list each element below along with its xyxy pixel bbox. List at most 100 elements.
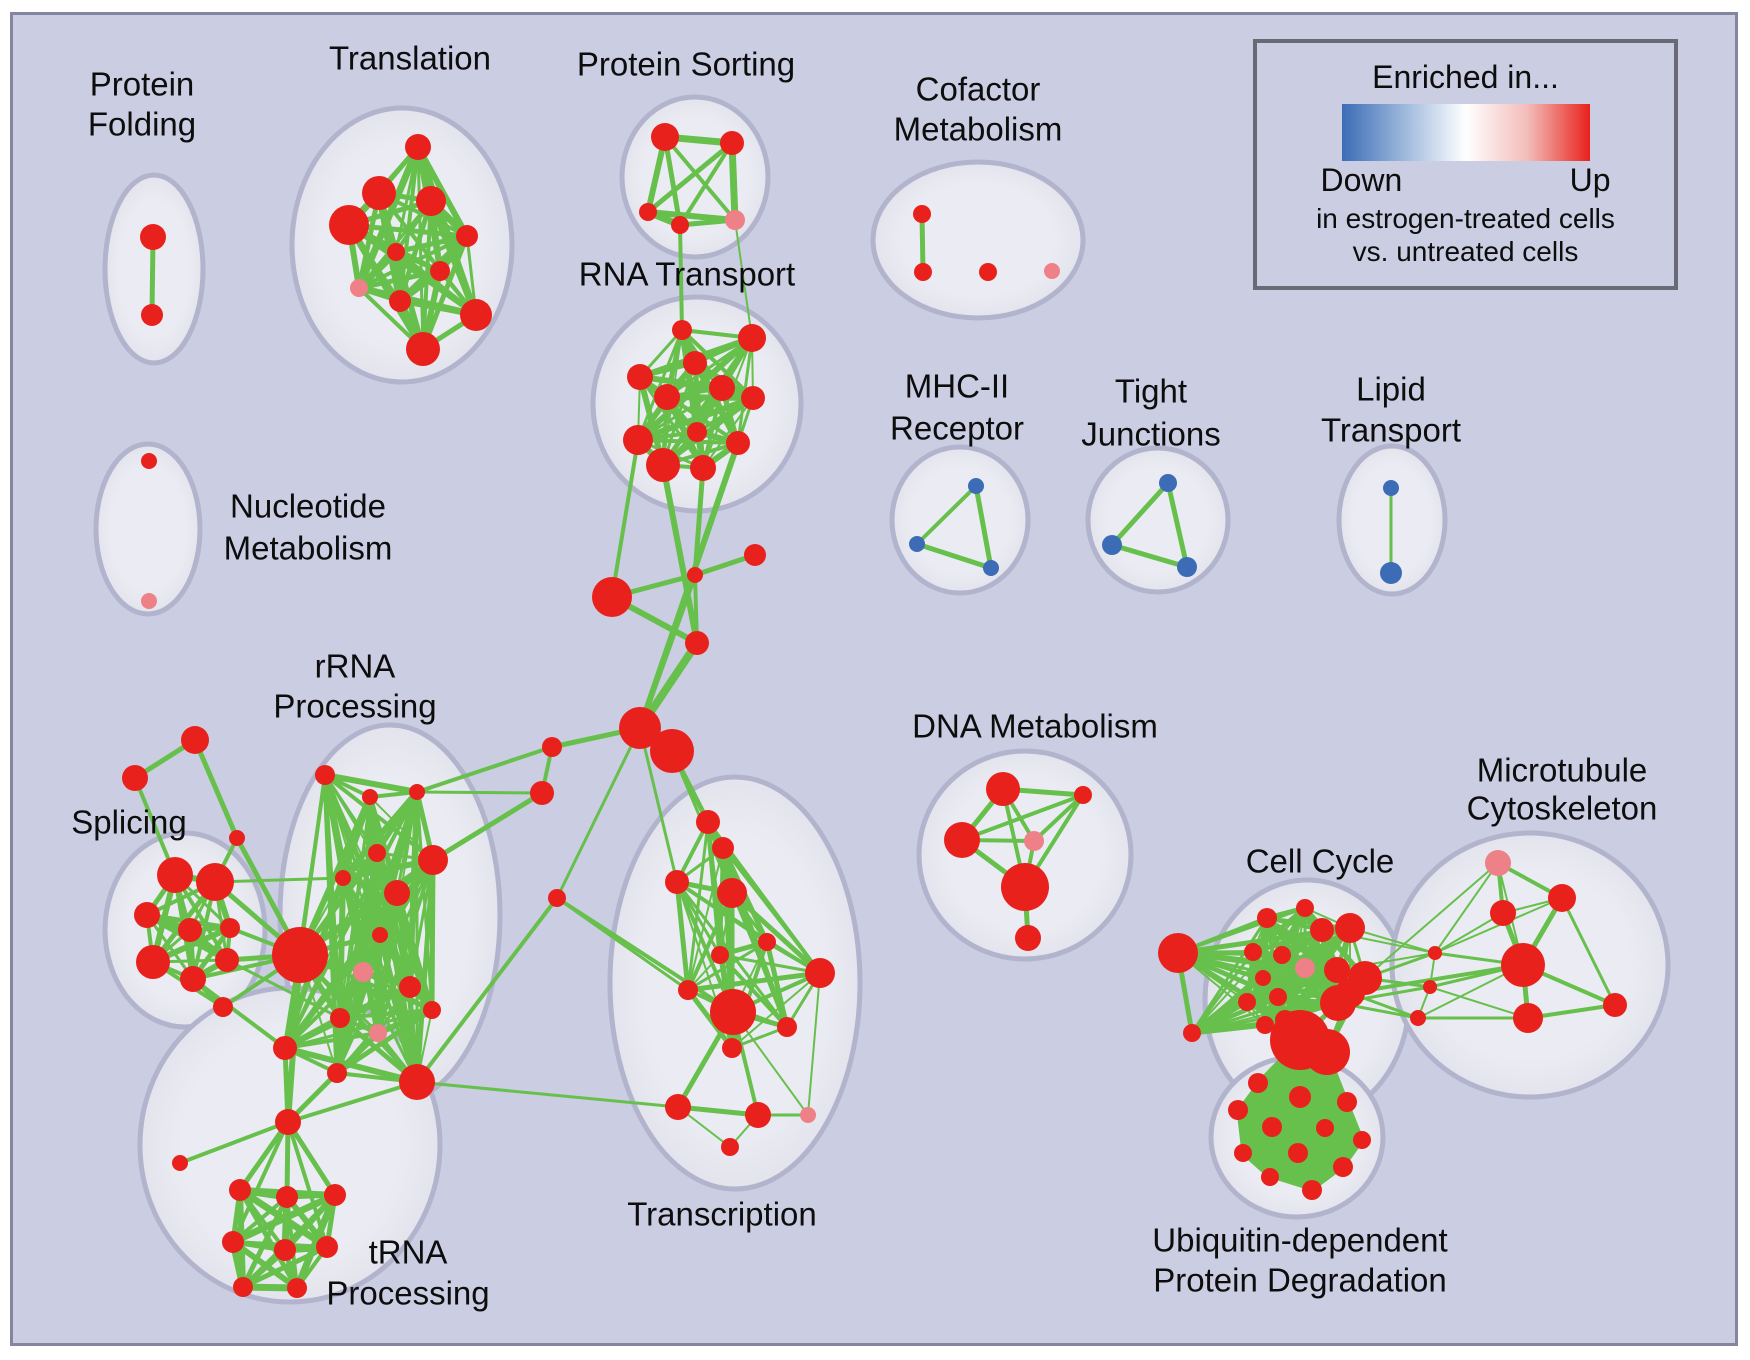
node-cell-cycle-2	[1257, 908, 1277, 928]
edge-rna-transport-1-10	[660, 335, 755, 468]
cluster-label-nucleotide-metabolism-line2: Metabolism	[224, 530, 393, 567]
edge-transcription-0-7	[686, 820, 710, 992]
node-rrna-processing-7	[418, 845, 448, 875]
node-dna-metabolism-2	[944, 822, 980, 858]
edge-rrna-processing-9-16	[377, 932, 420, 1085]
edge-rna-transport-4-6	[664, 394, 756, 401]
node-splicing-5	[136, 945, 170, 979]
zone-protein-sorting	[619, 94, 771, 260]
node-cell-cycle-4	[1310, 918, 1334, 942]
node-microtubule-cytoskeleton-4	[1513, 1003, 1543, 1033]
edge-cell-cycle-1-2	[1190, 916, 1269, 1035]
edge-ubiquitin-degradation-7-10	[1270, 1125, 1345, 1169]
node-microtubule-cytoskeleton-6	[1428, 946, 1442, 960]
node-splicing-1	[196, 863, 234, 901]
node-connectors-8	[548, 889, 566, 907]
node-transcription-8	[710, 989, 756, 1035]
edge-transcription-6-7	[685, 970, 823, 993]
node-rrna-processing-9	[372, 927, 388, 943]
edge-rrna-processing-11-14	[283, 1008, 434, 1050]
node-translation-4	[456, 225, 478, 247]
edge-rrna-processing-1-3	[322, 772, 420, 795]
cluster-label-trna-processing-line1: tRNA	[369, 1234, 448, 1271]
node-transcription-14	[721, 1138, 739, 1156]
node-microtubule-cytoskeleton-5	[1603, 993, 1627, 1017]
node-rna-transport-7	[687, 422, 707, 442]
edge-transcription-5-6	[718, 953, 822, 975]
bridge-rrna-processing-16--transcription-11	[415, 1080, 680, 1109]
edge-rrna-processing-3-5	[340, 789, 420, 881]
node-trna-processing-8	[233, 1277, 253, 1297]
node-splicing-outliers-2	[229, 830, 245, 846]
edge-mhc-ii-receptor-0-1	[915, 484, 978, 546]
edge-microtubule-cytoskeleton-6-0	[1434, 862, 1499, 954]
node-lipid-transport-0	[1383, 480, 1399, 496]
cluster-label-rrna-processing-line2: Processing	[273, 688, 436, 725]
zone-mhc-ii-receptor	[889, 444, 1031, 596]
edge-rna-transport-6-11	[702, 397, 754, 469]
node-dna-metabolism-1	[1074, 786, 1092, 804]
node-translation-0	[405, 134, 431, 160]
node-rna-transport-6	[741, 386, 765, 410]
edge-protein-sorting-0-3	[662, 134, 683, 228]
edge-transcription-7-10	[685, 987, 735, 1051]
node-connectors-2	[744, 544, 766, 566]
node-rrna-processing-3	[409, 784, 425, 800]
edge-rrna-processing-5-7	[340, 857, 436, 881]
edge-trna-processing-0-4	[285, 1119, 338, 1198]
edge-cofactor-metabolism-0-1	[919, 211, 926, 275]
edge-transcription-1-9	[721, 846, 789, 1029]
node-connectors-4	[619, 707, 661, 749]
node-transcription-5	[711, 946, 729, 964]
node-splicing-outliers-1	[122, 765, 148, 791]
node-rna-transport-11	[690, 455, 716, 481]
legend: Enriched in... Down Up in estrogen-treat…	[1253, 39, 1678, 290]
cluster-label-protein-folding-line1: Protein	[90, 66, 195, 103]
node-connectors-5	[650, 729, 694, 773]
edge-rrna-processing-1-14	[283, 773, 327, 1050]
edge-rrna-processing-9-13	[375, 932, 383, 1036]
bridge-protein-sorting-3--rna-transport-0	[678, 223, 684, 332]
edge-rna-transport-6-10	[660, 395, 756, 468]
edge-transcription-3-7	[686, 891, 734, 992]
cluster-label-ubiquitin-degradation-line2: Protein Degradation	[1153, 1262, 1447, 1299]
node-transcription-12	[745, 1102, 771, 1128]
edge-ubiquitin-degradation-8-12	[1297, 1139, 1363, 1154]
node-rna-transport-2	[683, 351, 707, 375]
zone-tight-junctions	[1085, 445, 1231, 595]
edge-rrna-processing-9-11	[377, 932, 435, 1013]
cluster-label-trna-processing-line2: Processing	[326, 1275, 489, 1312]
node-rna-transport-4	[654, 384, 680, 410]
edge-transcription-4-9	[764, 939, 790, 1030]
node-splicing-7	[215, 948, 239, 972]
node-cell-cycle-12	[1238, 993, 1256, 1011]
node-cell-cycle-15	[1335, 978, 1365, 1008]
node-translation-1	[362, 176, 396, 210]
bridge-splicing-1--rrna-processing-5	[213, 876, 345, 884]
node-protein-sorting-4	[725, 210, 745, 230]
edge-protein-sorting-2-4	[645, 209, 738, 223]
node-cell-cycle-11	[1255, 970, 1271, 986]
node-protein-folding-0	[140, 224, 166, 250]
node-rna-transport-0	[672, 320, 692, 340]
cluster-label-lipid-transport-line1: Lipid	[1356, 371, 1426, 408]
edge-ubiquitin-degradation-9-10	[1270, 1100, 1349, 1129]
edge-tight-junctions-1-2	[1109, 542, 1190, 570]
node-cell-cycle-3	[1296, 899, 1314, 917]
legend-gradient-bar	[1341, 104, 1590, 161]
node-ubiquitin-degradation-9	[1337, 1092, 1357, 1112]
node-tight-junctions-1	[1102, 535, 1122, 555]
node-rna-transport-9	[726, 431, 750, 455]
node-trna-processing-1	[172, 1155, 188, 1171]
node-microtubule-cytoskeleton-0	[1485, 850, 1511, 876]
node-mhc-ii-receptor-1	[909, 536, 925, 552]
edge-microtubule-cytoskeleton-6-1	[1434, 897, 1563, 954]
node-rrna-processing-10	[399, 976, 421, 998]
node-dna-metabolism-5	[1015, 925, 1041, 951]
node-connectors-0	[592, 577, 632, 617]
node-mhc-ii-receptor-2	[983, 560, 999, 576]
bridge-cell-cycle-15--microtubule-cytoskeleton-3	[1348, 963, 1525, 995]
node-rna-transport-1	[738, 324, 766, 352]
node-rrna-processing-15	[327, 1063, 347, 1083]
